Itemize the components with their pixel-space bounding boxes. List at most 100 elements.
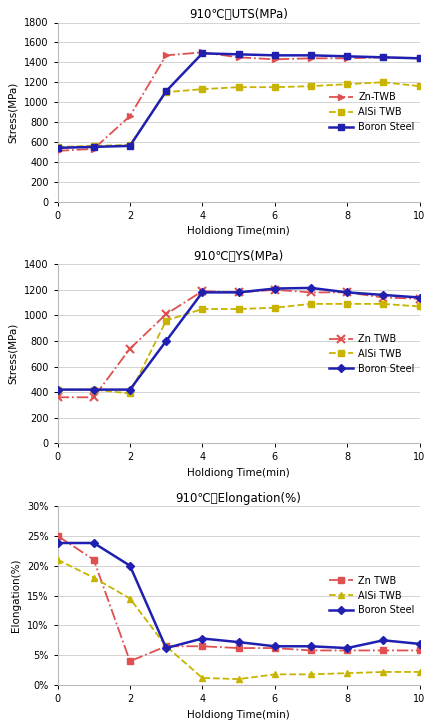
Zn TWB bbox=[236, 644, 241, 652]
Title: 910℃，UTS(MPa): 910℃，UTS(MPa) bbox=[189, 8, 288, 21]
Zn TWB bbox=[308, 288, 313, 297]
AlSi TWB bbox=[272, 670, 277, 678]
Y-axis label: Stress(MPa): Stress(MPa) bbox=[8, 323, 18, 384]
Zn-TWB bbox=[236, 53, 241, 62]
AlSi TWB bbox=[308, 299, 313, 308]
AlSi TWB bbox=[55, 555, 60, 564]
AlSi TWB bbox=[345, 80, 350, 89]
AlSi TWB bbox=[164, 88, 169, 97]
Line: Boron Steel: Boron Steel bbox=[54, 50, 423, 151]
Title: 910℃，YS(MPa): 910℃，YS(MPa) bbox=[194, 250, 284, 263]
Zn-TWB bbox=[127, 111, 132, 120]
Zn TWB bbox=[417, 646, 422, 654]
Zn TWB bbox=[381, 646, 386, 654]
Line: Zn TWB: Zn TWB bbox=[53, 285, 424, 401]
X-axis label: Holdiong Time(min): Holdiong Time(min) bbox=[187, 226, 290, 236]
AlSi TWB bbox=[345, 669, 350, 678]
Boron Steel bbox=[272, 284, 277, 293]
Boron Steel bbox=[91, 539, 96, 547]
AlSi TWB bbox=[91, 573, 96, 582]
Zn TWB bbox=[200, 287, 205, 296]
Zn TWB bbox=[272, 644, 277, 652]
Zn-TWB bbox=[272, 55, 277, 63]
AlSi TWB bbox=[417, 82, 422, 90]
Boron Steel bbox=[55, 143, 60, 152]
Boron Steel bbox=[236, 50, 241, 59]
AlSi TWB bbox=[55, 385, 60, 394]
Zn TWB bbox=[127, 344, 132, 353]
AlSi TWB bbox=[236, 675, 241, 684]
Zn TWB bbox=[55, 393, 60, 402]
Boron Steel bbox=[164, 644, 169, 652]
Boron Steel bbox=[127, 385, 132, 394]
Zn-TWB bbox=[308, 54, 313, 63]
Zn-TWB bbox=[200, 48, 205, 57]
X-axis label: Holdiong Time(min): Holdiong Time(min) bbox=[187, 710, 290, 720]
Zn TWB bbox=[164, 310, 169, 319]
Boron Steel bbox=[345, 644, 350, 652]
Boron Steel bbox=[308, 51, 313, 60]
X-axis label: Holdiong Time(min): Holdiong Time(min) bbox=[187, 468, 290, 478]
Boron Steel bbox=[164, 87, 169, 95]
Boron Steel bbox=[417, 54, 422, 63]
Boron Steel bbox=[345, 288, 350, 297]
AlSi TWB bbox=[164, 642, 169, 651]
Zn-TWB bbox=[91, 144, 96, 153]
Boron Steel bbox=[345, 52, 350, 60]
Zn TWB bbox=[55, 531, 60, 540]
AlSi TWB bbox=[127, 141, 132, 149]
Boron Steel bbox=[236, 288, 241, 297]
Zn-TWB bbox=[345, 54, 350, 63]
Title: 910℃，Elongation(%): 910℃，Elongation(%) bbox=[176, 492, 302, 505]
Zn TWB bbox=[345, 288, 350, 297]
Zn TWB bbox=[381, 293, 386, 302]
Zn TWB bbox=[308, 646, 313, 654]
AlSi TWB bbox=[417, 668, 422, 676]
Boron Steel bbox=[308, 283, 313, 292]
Legend: Zn TWB, AlSi TWB, Boron Steel: Zn TWB, AlSi TWB, Boron Steel bbox=[329, 576, 414, 615]
AlSi TWB bbox=[55, 143, 60, 151]
AlSi TWB bbox=[308, 82, 313, 90]
Boron Steel bbox=[381, 636, 386, 645]
AlSi TWB bbox=[236, 83, 241, 92]
Line: AlSi TWB: AlSi TWB bbox=[55, 301, 422, 396]
Zn TWB bbox=[200, 642, 205, 651]
AlSi TWB bbox=[236, 304, 241, 313]
AlSi TWB bbox=[127, 389, 132, 397]
Boron Steel bbox=[55, 539, 60, 547]
Zn TWB bbox=[272, 285, 277, 294]
AlSi TWB bbox=[91, 385, 96, 394]
Line: AlSi TWB: AlSi TWB bbox=[55, 79, 422, 150]
Zn TWB bbox=[417, 294, 422, 303]
Boron Steel bbox=[55, 385, 60, 394]
Zn-TWB bbox=[55, 146, 60, 155]
Legend: Zn-TWB, AlSi TWB, Boron Steel: Zn-TWB, AlSi TWB, Boron Steel bbox=[329, 92, 414, 132]
AlSi TWB bbox=[272, 304, 277, 312]
Boron Steel bbox=[200, 634, 205, 643]
Line: Boron Steel: Boron Steel bbox=[55, 285, 422, 392]
Zn-TWB bbox=[417, 54, 422, 63]
AlSi TWB bbox=[200, 304, 205, 313]
Zn TWB bbox=[345, 646, 350, 654]
Line: AlSi TWB: AlSi TWB bbox=[54, 556, 423, 683]
AlSi TWB bbox=[308, 670, 313, 678]
Boron Steel bbox=[236, 638, 241, 646]
Zn TWB bbox=[91, 555, 96, 564]
AlSi TWB bbox=[164, 316, 169, 325]
AlSi TWB bbox=[272, 83, 277, 92]
Boron Steel bbox=[127, 561, 132, 570]
Line: Zn-TWB: Zn-TWB bbox=[54, 49, 423, 154]
Zn TWB bbox=[91, 393, 96, 402]
AlSi TWB bbox=[417, 302, 422, 311]
Legend: Zn TWB, AlSi TWB, Boron Steel: Zn TWB, AlSi TWB, Boron Steel bbox=[329, 334, 414, 373]
Boron Steel bbox=[381, 53, 386, 62]
AlSi TWB bbox=[127, 594, 132, 603]
Boron Steel bbox=[200, 49, 205, 58]
Y-axis label: Elongation(%): Elongation(%) bbox=[11, 559, 21, 633]
Zn TWB bbox=[127, 657, 132, 665]
AlSi TWB bbox=[381, 78, 386, 87]
Boron Steel bbox=[272, 642, 277, 651]
Line: Boron Steel: Boron Steel bbox=[55, 540, 422, 651]
Boron Steel bbox=[381, 290, 386, 299]
AlSi TWB bbox=[345, 299, 350, 308]
